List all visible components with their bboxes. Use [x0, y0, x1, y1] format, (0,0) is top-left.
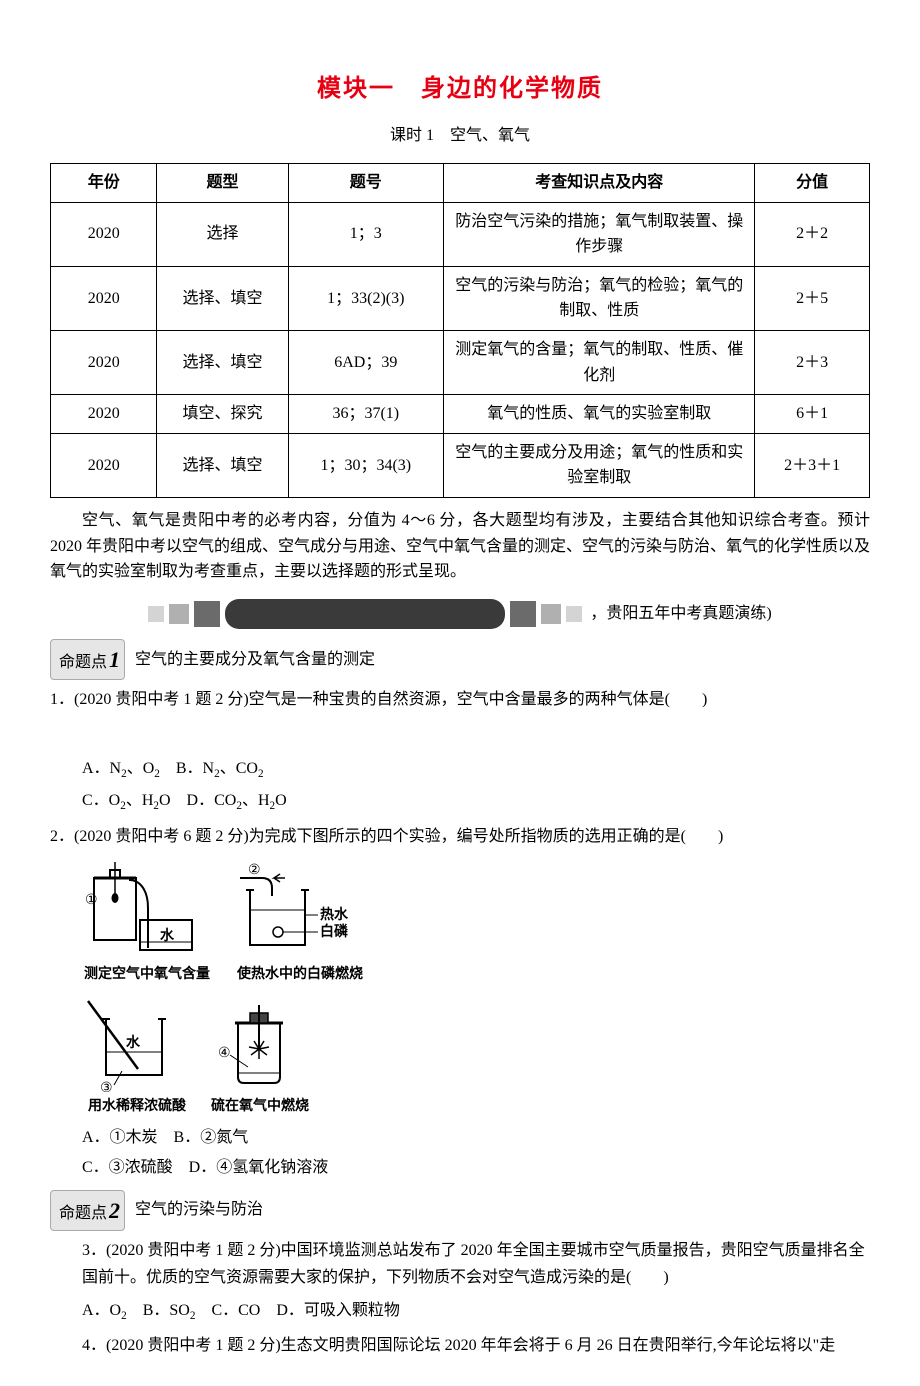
question-2: 2．(2020 贵阳中考 6 题 2 分)为完成下图所示的四个实验，编号处所指物…: [50, 823, 870, 1182]
fig4-caption: 硫在氧气中燃烧: [211, 1095, 309, 1119]
svg-text:①: ①: [85, 893, 98, 908]
topic-1-header: 命题点1 空气的主要成分及氧气含量的测定: [50, 639, 870, 680]
fig1-caption: 测定空气中氧气含量: [84, 963, 210, 987]
q1-options-cd: C．O2、H2O D．CO2、H2O: [82, 787, 870, 816]
table-cell: 空气的主要成分及用途；氧气的性质和实验室制取: [444, 433, 755, 497]
table-cell: 氧气的性质、氧气的实验室制取: [444, 395, 755, 434]
svg-text:②: ②: [248, 863, 261, 878]
topic-1-title: 空气的主要成分及氧气含量的测定: [135, 647, 375, 673]
svg-text:白磷: 白磷: [320, 923, 349, 940]
table-row: 2020选择、填空1；30；34(3)空气的主要成分及用途；氧气的性质和实验室制…: [51, 433, 870, 497]
fig3-caption: 用水稀释浓硫酸: [88, 1095, 186, 1119]
fig-2: ② 热水 白磷 使热水中的白磷燃烧: [230, 860, 370, 987]
table-cell: 选择: [157, 202, 288, 266]
table-cell: 2020: [51, 266, 157, 330]
fig-1: ① 水 测定空气中氧气含量: [82, 860, 212, 987]
table-cell: 6AD；39: [288, 330, 444, 394]
topic-2-title: 空气的污染与防治: [135, 1197, 263, 1223]
table-row: 2020选择、填空1；33(2)(3)空气的污染与防治；氧气的检验；氧气的制取、…: [51, 266, 870, 330]
table-cell: 2020: [51, 395, 157, 434]
table-cell: 选择、填空: [157, 266, 288, 330]
question-3: 3．(2020 贵阳中考 1 题 2 分)中国环境监测总站发布了 2020 年全…: [50, 1237, 870, 1327]
q3-text: 3．(2020 贵阳中考 1 题 2 分)中国环境监测总站发布了 2020 年全…: [50, 1237, 870, 1291]
svg-text:水: 水: [160, 927, 175, 944]
table-cell: 1；3: [288, 202, 444, 266]
topic2-tag-num: 2: [109, 1193, 120, 1228]
topic2-tag-prefix: 命题点: [59, 1201, 107, 1227]
table-cell: 2020: [51, 202, 157, 266]
fig-4: ④ 硫在氧气中燃烧: [210, 997, 310, 1119]
th-num: 题号: [288, 163, 444, 202]
th-score: 分值: [755, 163, 870, 202]
table-cell: 选择、填空: [157, 330, 288, 394]
q3-options: A．O2 B．SO2 C．CO D．可吸入颗粒物: [82, 1302, 400, 1319]
svg-text:④: ④: [218, 1046, 231, 1061]
q1-options-ab: A．N2、O2 B．N2、CO2: [82, 755, 870, 784]
th-knowledge: 考查知识点及内容: [444, 163, 755, 202]
table-cell: 1；30；34(3): [288, 433, 444, 497]
question-1: 1．(2020 贵阳中考 1 题 2 分)空气是一种宝贵的自然资源，空气中含量最…: [50, 686, 870, 817]
q4-text: 4．(2020 贵阳中考 1 题 2 分)生态文明贵阳国际论坛 2020 年年会…: [50, 1332, 870, 1359]
table-row: 2020填空、探究36；37(1)氧气的性质、氧气的实验室制取6＋1: [51, 395, 870, 434]
section-label: ，贵阳五年中考真题演练): [590, 601, 771, 627]
table-cell: 2020: [51, 330, 157, 394]
table-row: 2020选择、填空6AD；39测定氧气的含量；氧气的制取、性质、催化剂2＋3: [51, 330, 870, 394]
svg-text:水: 水: [126, 1034, 141, 1051]
page-subtitle: 课时 1 空气、氧气: [50, 123, 870, 149]
exam-table: 年份 题型 题号 考查知识点及内容 分值 2020选择1；3防治空气污染的措施；…: [50, 163, 870, 498]
table-cell: 测定氧气的含量；氧气的制取、性质、催化剂: [444, 330, 755, 394]
table-cell: 2＋5: [755, 266, 870, 330]
q2-options-cd: C．③浓硫酸 D．④氢氧化钠溶液: [82, 1154, 870, 1181]
table-cell: 选择、填空: [157, 433, 288, 497]
q2-options-ab: A．①木炭 B．②氮气: [82, 1124, 870, 1151]
th-year: 年份: [51, 163, 157, 202]
topic-tag-num: 1: [109, 642, 120, 677]
intro-paragraph: 空气、氧气是贵阳中考的必考内容，分值为 4～6 分，各大题型均有涉及，主要结合其…: [50, 508, 870, 585]
fig2-caption: 使热水中的白磷燃烧: [237, 963, 363, 987]
section-decoration: ，贵阳五年中考真题演练): [50, 599, 870, 629]
table-cell: 填空、探究: [157, 395, 288, 434]
svg-text:③: ③: [100, 1081, 113, 1092]
table-row: 2020选择1；3防治空气污染的措施；氧气制取装置、操作步骤2＋2: [51, 202, 870, 266]
question-4: 4．(2020 贵阳中考 1 题 2 分)生态文明贵阳国际论坛 2020 年年会…: [50, 1332, 870, 1359]
page-title: 模块一 身边的化学物质: [50, 70, 870, 108]
table-cell: 1；33(2)(3): [288, 266, 444, 330]
table-cell: 36；37(1): [288, 395, 444, 434]
table-cell: 2＋2: [755, 202, 870, 266]
svg-text:热水: 热水: [320, 906, 349, 923]
th-type: 题型: [157, 163, 288, 202]
table-cell: 空气的污染与防治；氧气的检验；氧气的制取、性质: [444, 266, 755, 330]
table-cell: 2＋3＋1: [755, 433, 870, 497]
table-cell: 6＋1: [755, 395, 870, 434]
q1-text: 1．(2020 贵阳中考 1 题 2 分)空气是一种宝贵的自然资源，空气中含量最…: [50, 686, 870, 713]
fig-3: 水 ③ 用水稀释浓硫酸: [82, 997, 192, 1119]
table-cell: 2＋3: [755, 330, 870, 394]
topic-tag-prefix: 命题点: [59, 650, 107, 676]
table-cell: 防治空气污染的措施；氧气制取装置、操作步骤: [444, 202, 755, 266]
topic-2-header: 命题点2 空气的污染与防治: [50, 1190, 870, 1231]
q2-text: 2．(2020 贵阳中考 6 题 2 分)为完成下图所示的四个实验，编号处所指物…: [50, 823, 870, 850]
table-cell: 2020: [51, 433, 157, 497]
